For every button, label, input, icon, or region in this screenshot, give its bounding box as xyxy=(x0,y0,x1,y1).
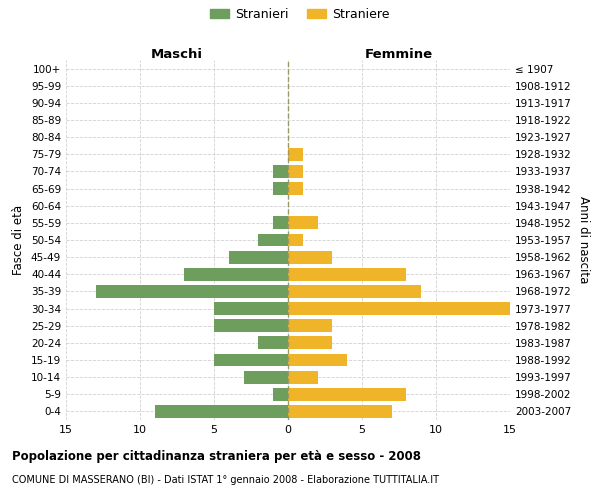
Bar xyxy=(155,405,288,418)
Bar xyxy=(288,370,317,384)
Bar xyxy=(288,302,510,315)
Bar xyxy=(229,250,288,264)
Bar xyxy=(273,216,288,230)
Bar xyxy=(288,165,303,178)
Legend: Stranieri, Straniere: Stranieri, Straniere xyxy=(205,2,395,26)
Bar xyxy=(288,234,303,246)
Y-axis label: Anni di nascita: Anni di nascita xyxy=(577,196,590,284)
Bar xyxy=(288,182,303,195)
Text: COMUNE DI MASSERANO (BI) - Dati ISTAT 1° gennaio 2008 - Elaborazione TUTTITALIA.: COMUNE DI MASSERANO (BI) - Dati ISTAT 1°… xyxy=(12,475,439,485)
Bar xyxy=(273,182,288,195)
Bar xyxy=(273,388,288,400)
Bar xyxy=(184,268,288,280)
Bar xyxy=(273,165,288,178)
Bar xyxy=(95,285,288,298)
Bar xyxy=(288,268,406,280)
Bar xyxy=(244,370,288,384)
Bar xyxy=(288,250,332,264)
Text: Maschi: Maschi xyxy=(151,48,203,60)
Bar xyxy=(214,354,288,366)
Bar xyxy=(288,354,347,366)
Bar xyxy=(288,388,406,400)
Bar xyxy=(288,148,303,160)
Bar xyxy=(288,320,332,332)
Bar xyxy=(214,320,288,332)
Text: Popolazione per cittadinanza straniera per età e sesso - 2008: Popolazione per cittadinanza straniera p… xyxy=(12,450,421,463)
Bar xyxy=(259,336,288,349)
Bar xyxy=(288,216,317,230)
Bar xyxy=(259,234,288,246)
Bar xyxy=(288,336,332,349)
Bar xyxy=(214,302,288,315)
Y-axis label: Fasce di età: Fasce di età xyxy=(13,205,25,275)
Bar xyxy=(288,405,392,418)
Bar xyxy=(288,285,421,298)
Text: Femmine: Femmine xyxy=(365,48,433,60)
